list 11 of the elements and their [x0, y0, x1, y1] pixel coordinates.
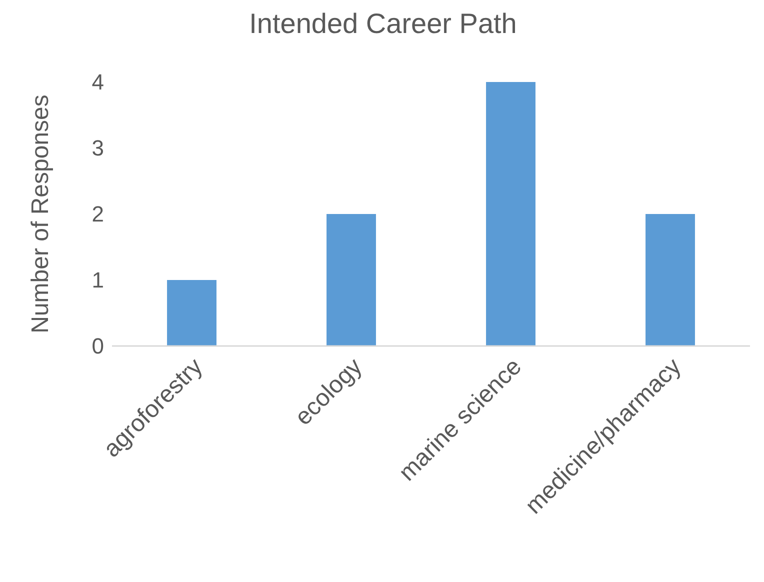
bar — [167, 280, 216, 346]
y-axis-title: Number of Responses — [27, 94, 54, 334]
y-tick-label: 4 — [92, 70, 104, 95]
y-tick-label: 2 — [92, 202, 104, 227]
chart-title: Intended Career Path — [249, 8, 517, 39]
y-tick-label: 0 — [92, 334, 104, 359]
y-tick-label: 1 — [92, 268, 104, 293]
bar — [486, 82, 536, 346]
y-tick-label: 3 — [92, 136, 104, 161]
bar — [646, 214, 695, 346]
bar — [326, 214, 376, 346]
